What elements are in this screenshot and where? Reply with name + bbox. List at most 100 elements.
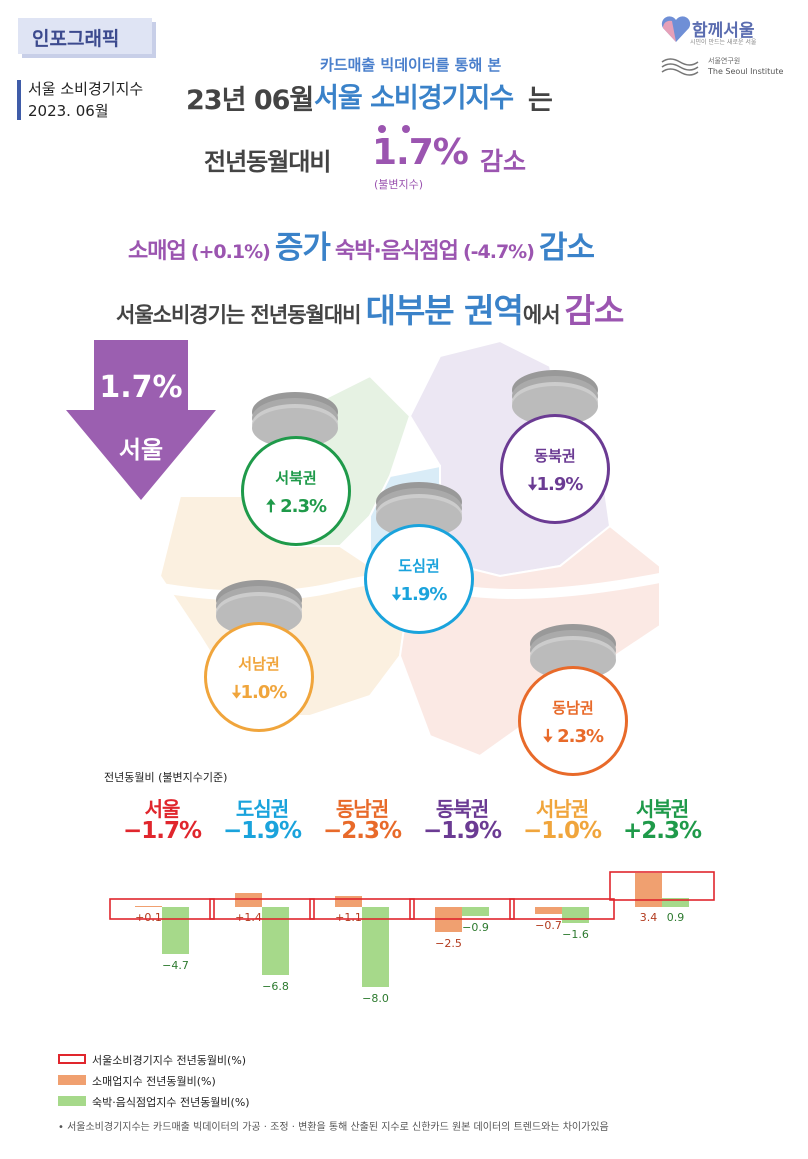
legend-label-index: 서울소비경기지수 전년동월비(%): [92, 1054, 247, 1067]
line4-end: 감소: [564, 291, 625, 330]
bar-label-retail: 3.4: [640, 911, 658, 924]
up-arrow-icon: 🠅: [265, 496, 276, 517]
heart-logo-icon: [661, 16, 691, 42]
footnote: • 서울소비경기지수는 카드매출 빅데이터의 가공 · 조정 · 변환을 통해 …: [58, 1122, 609, 1133]
chart-category-value: −2.3%: [322, 818, 402, 844]
chart-caption: 전년동월비 (불변지수기준): [104, 771, 228, 784]
institute-name-kr: 서울연구원: [708, 57, 741, 65]
chart-category-value: −1.9%: [222, 818, 302, 844]
legend-label-food: 숙박·음식점업지수 전년동월비(%): [92, 1096, 250, 1109]
region-name: 도심권: [398, 557, 440, 575]
bar-label-food: −4.7: [162, 959, 189, 972]
side-title: 서울 소비경기지수: [28, 80, 144, 98]
side-accent-bar: [17, 80, 21, 120]
chart-category-label: 동남권: [335, 797, 389, 821]
chart-category-label: 도심권: [235, 797, 289, 821]
region-value: 1.9%: [536, 474, 583, 495]
index-highlight-box: [409, 898, 515, 920]
bar-food: [662, 898, 689, 907]
headline-index-name: 서울 소비경기지수: [314, 83, 514, 114]
region-bubble-southwest: 서남권 🠇1.0%: [204, 622, 314, 732]
retail-value: (+0.1%): [190, 241, 271, 263]
region-bubble-southeast: 동남권 🠇 2.3%: [518, 666, 628, 776]
food-label: 숙박·음식점업: [335, 239, 459, 264]
yoy-value: 1.7%: [372, 132, 469, 173]
region-value: 2.3%: [280, 496, 327, 517]
index-highlight-box: [109, 898, 215, 920]
yoy-label: 전년동월대비: [204, 148, 331, 176]
region-name: 동북권: [534, 447, 576, 465]
chart-category-value: −1.7%: [122, 818, 202, 844]
chart-category-value: −1.9%: [422, 818, 502, 844]
institute-logo-icon: [661, 58, 699, 76]
subheading: 카드매출 빅데이터를 통해 본: [320, 56, 502, 74]
legend-swatch-food: [58, 1096, 86, 1106]
side-date: 2023. 06월: [28, 102, 109, 120]
down-arrow-icon: 🠇: [527, 474, 538, 495]
index-highlight-box: [509, 898, 615, 920]
headline-particle: 는: [528, 85, 553, 116]
bar-label-food: −8.0: [362, 992, 389, 1005]
food-value: (-4.7%): [462, 241, 535, 263]
region-bubble-northwest: 서북권 🠅 2.3%: [241, 436, 351, 546]
seoul-arrow-value: 1.7%: [99, 370, 183, 405]
food-direction: 감소: [539, 230, 595, 266]
emphasis-dots: [378, 125, 410, 133]
region-value: 1.9%: [400, 584, 447, 605]
bar-label-retail: +1.1: [335, 911, 362, 924]
retail-label: 소매업: [128, 239, 187, 264]
sector-summary-line: 소매업 (+0.1%) 증가 숙박·음식점업 (-4.7%) 감소: [128, 222, 688, 267]
line4-highlight: 대부분 권역: [365, 291, 524, 330]
index-highlight-box: [309, 898, 415, 920]
region-value: 1.0%: [240, 682, 287, 703]
bar-retail: [335, 896, 362, 907]
yoy-bar-chart: +0.1 −4.7 +1.4 −6.8 +1.1 −8.0 −2.5−0.9 −0.7−1.6…: [109, 871, 715, 1005]
legend-swatch-retail: [58, 1075, 86, 1085]
headline-date: 23년 06월: [186, 85, 314, 116]
region-name: 서남권: [238, 655, 280, 673]
bar-retail: [635, 873, 662, 907]
bar-label-food: −0.9: [462, 921, 489, 934]
region-name: 서북권: [275, 469, 317, 487]
bar-label-retail: −2.5: [435, 937, 462, 950]
region-value: 2.3%: [557, 726, 604, 747]
logo-wordmark: 함께서울: [692, 21, 755, 41]
line4-prefix: 서울소비경기는 전년동월대비: [116, 303, 361, 327]
region-name: 동남권: [552, 699, 594, 717]
bar-food: [362, 907, 389, 987]
chart-category-value: +2.3%: [622, 818, 702, 844]
down-arrow-icon: [66, 340, 216, 500]
index-highlight-box: [209, 898, 315, 920]
institute-name-en: The Seoul Institute: [708, 67, 784, 76]
region-bubble-center: 도심권 🠇1.9%: [364, 524, 474, 634]
line4-mid: 에서: [522, 303, 561, 327]
bar-food: [162, 907, 189, 954]
legend-swatch-index: [58, 1054, 86, 1064]
bar-food: [262, 907, 289, 975]
bar-food: [462, 907, 489, 916]
region-summary-line: 서울소비경기는 전년동월대비 대부분 권역에서 감소: [116, 284, 716, 332]
chart-category-label: 서북권: [635, 797, 689, 821]
bar-retail: [235, 893, 262, 907]
infographic-badge: 인포그래픽: [18, 18, 152, 54]
chart-category-value: −1.0%: [522, 818, 602, 844]
index-highlight-box: [609, 871, 715, 901]
bar-label-food: 0.9: [667, 911, 685, 924]
bar-food: [562, 907, 589, 923]
bar-label-retail: +1.4: [235, 911, 262, 924]
yoy-direction: 감소: [480, 147, 527, 176]
logo-tagline: 시민이 만드는 새로운 서울: [690, 39, 757, 46]
bar-retail: [535, 907, 562, 914]
bar-label-retail: +0.1: [135, 911, 162, 924]
down-arrow-icon: 🠇: [391, 584, 402, 605]
region-bubble-northeast: 동북권 🠇1.9%: [500, 414, 610, 524]
down-arrow-icon: 🠇: [542, 726, 553, 747]
bar-label-food: −6.8: [262, 980, 289, 993]
retail-direction: 증가: [274, 230, 331, 266]
down-arrow-icon: 🠇: [231, 682, 242, 703]
bar-label-retail: −0.7: [535, 919, 562, 932]
seoul-arrow-name: 서울: [118, 436, 164, 464]
bar-label-food: −1.6: [562, 928, 589, 941]
chart-category-label: 서남권: [535, 797, 589, 821]
legend-label-retail: 소매업지수 전년동월비(%): [92, 1075, 216, 1088]
